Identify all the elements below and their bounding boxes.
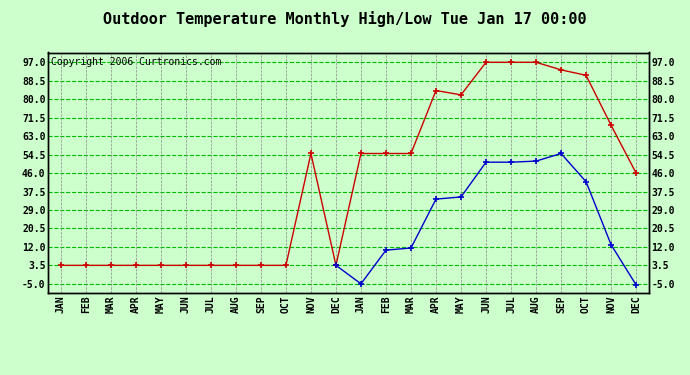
Text: Copyright 2006 Curtronics.com: Copyright 2006 Curtronics.com: [51, 57, 221, 67]
Text: Outdoor Temperature Monthly High/Low Tue Jan 17 00:00: Outdoor Temperature Monthly High/Low Tue…: [104, 11, 586, 27]
